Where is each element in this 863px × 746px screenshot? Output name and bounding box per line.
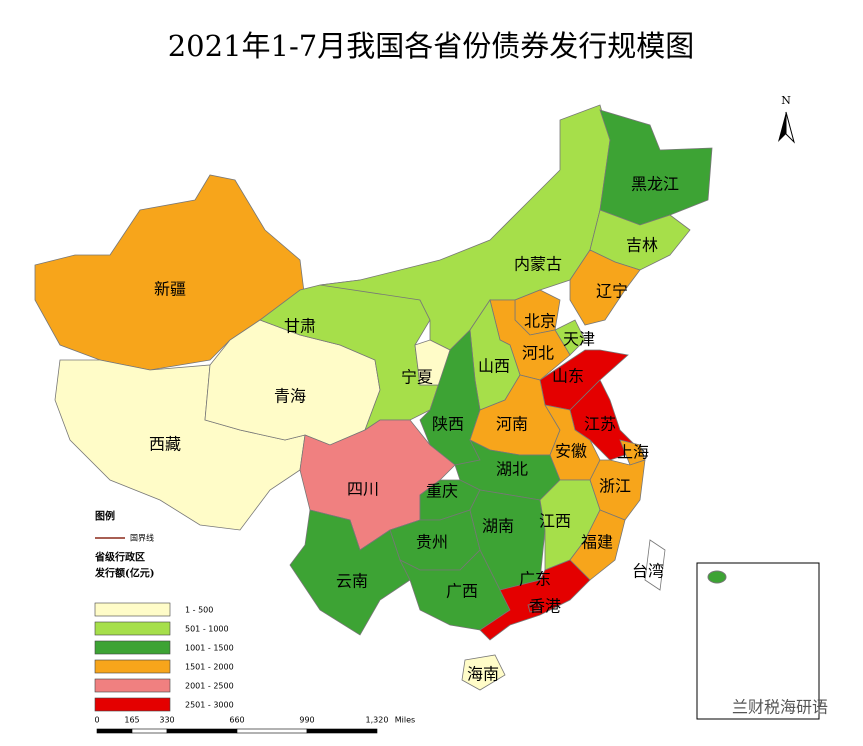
province-label: 陕西 xyxy=(432,415,464,434)
scale-segment xyxy=(306,728,378,734)
province-label: 河北 xyxy=(522,344,554,363)
province-label: 天津 xyxy=(563,330,595,349)
province xyxy=(461,654,506,691)
unit-label: 发行额(亿元) xyxy=(94,567,154,580)
scale-label: 330 xyxy=(159,716,174,725)
scale-segment xyxy=(236,728,308,734)
scale-segment xyxy=(96,728,133,734)
province-label: 海南 xyxy=(467,665,499,684)
province-label: 宁夏 xyxy=(401,368,433,387)
province-label: 青海 xyxy=(274,387,306,406)
province-label: 浙江 xyxy=(599,477,631,496)
province-label: 安徽 xyxy=(555,442,587,461)
legend-swatch xyxy=(94,678,171,693)
map-title: 2021年1-7月我国各省份债券发行规模图 xyxy=(168,29,695,63)
province-label: 西藏 xyxy=(149,435,181,454)
province-label: 河南 xyxy=(496,415,528,434)
province-label: 山东 xyxy=(552,367,584,386)
province-label: 上海 xyxy=(617,443,649,462)
legend-heading: 图例 xyxy=(95,510,115,523)
border-label: 国界线 xyxy=(130,533,154,543)
province-label: 福建 xyxy=(581,533,613,552)
legend-swatch xyxy=(94,621,171,636)
province-label: 江苏 xyxy=(584,415,616,434)
province-label: 广东 xyxy=(519,570,551,589)
province-label: 新疆 xyxy=(154,280,186,299)
province-label: 甘肃 xyxy=(284,317,316,336)
province-label: 吉林 xyxy=(626,236,658,255)
scale-label: 0 xyxy=(94,716,99,725)
legend: 图例 国界线 省级行政区 发行额(亿元) xyxy=(94,510,154,580)
province-label: 四川 xyxy=(347,480,379,499)
legend-swatch xyxy=(94,697,171,712)
scale-segment xyxy=(166,728,238,734)
scale-label: Miles xyxy=(395,716,415,725)
province-label: 江西 xyxy=(539,512,571,531)
admin-label: 省级行政区 xyxy=(94,551,145,564)
scale-label: 1,320 xyxy=(366,716,389,725)
province-label: 内蒙古 xyxy=(514,255,562,274)
legend-label: 1501 - 2000 xyxy=(185,663,234,672)
province-label: 香港 xyxy=(529,597,561,616)
province-label: 山西 xyxy=(478,357,510,376)
north-label: N xyxy=(781,94,791,107)
legend-label: 501 - 1000 xyxy=(185,625,229,634)
legend-label: 2501 - 3000 xyxy=(185,701,234,710)
province xyxy=(569,249,641,326)
legend-swatch xyxy=(94,602,171,617)
legend-label: 1 - 500 xyxy=(185,606,213,615)
province-label: 台湾 xyxy=(632,562,664,581)
legend-label: 2001 - 2500 xyxy=(185,682,234,691)
north-arrow: N xyxy=(778,94,795,144)
province-label: 云南 xyxy=(336,572,368,591)
province xyxy=(479,559,591,641)
province xyxy=(599,109,713,226)
province-label: 黑龙江 xyxy=(631,175,679,194)
inset-island xyxy=(707,570,727,584)
province-label: 湖北 xyxy=(496,460,528,479)
inset-frame xyxy=(696,562,820,720)
province xyxy=(644,539,666,591)
province-label: 北京 xyxy=(524,312,556,331)
scale-segment xyxy=(131,728,168,734)
province-label: 辽宁 xyxy=(596,282,628,301)
province-label: 重庆 xyxy=(426,482,458,501)
legend-label: 1001 - 1500 xyxy=(185,644,234,653)
province xyxy=(289,509,411,636)
legend-swatch xyxy=(94,659,171,674)
watermark: 兰财税海研语 xyxy=(732,698,828,717)
province-label: 广西 xyxy=(446,582,478,601)
province-label: 贵州 xyxy=(416,533,448,552)
province xyxy=(527,601,541,613)
scale-label: 165 xyxy=(124,716,139,725)
province-label: 湖南 xyxy=(482,517,514,536)
scale-label: 990 xyxy=(299,716,314,725)
province xyxy=(34,174,306,371)
scale-label: 660 xyxy=(229,716,244,725)
legend-swatch xyxy=(94,640,171,655)
